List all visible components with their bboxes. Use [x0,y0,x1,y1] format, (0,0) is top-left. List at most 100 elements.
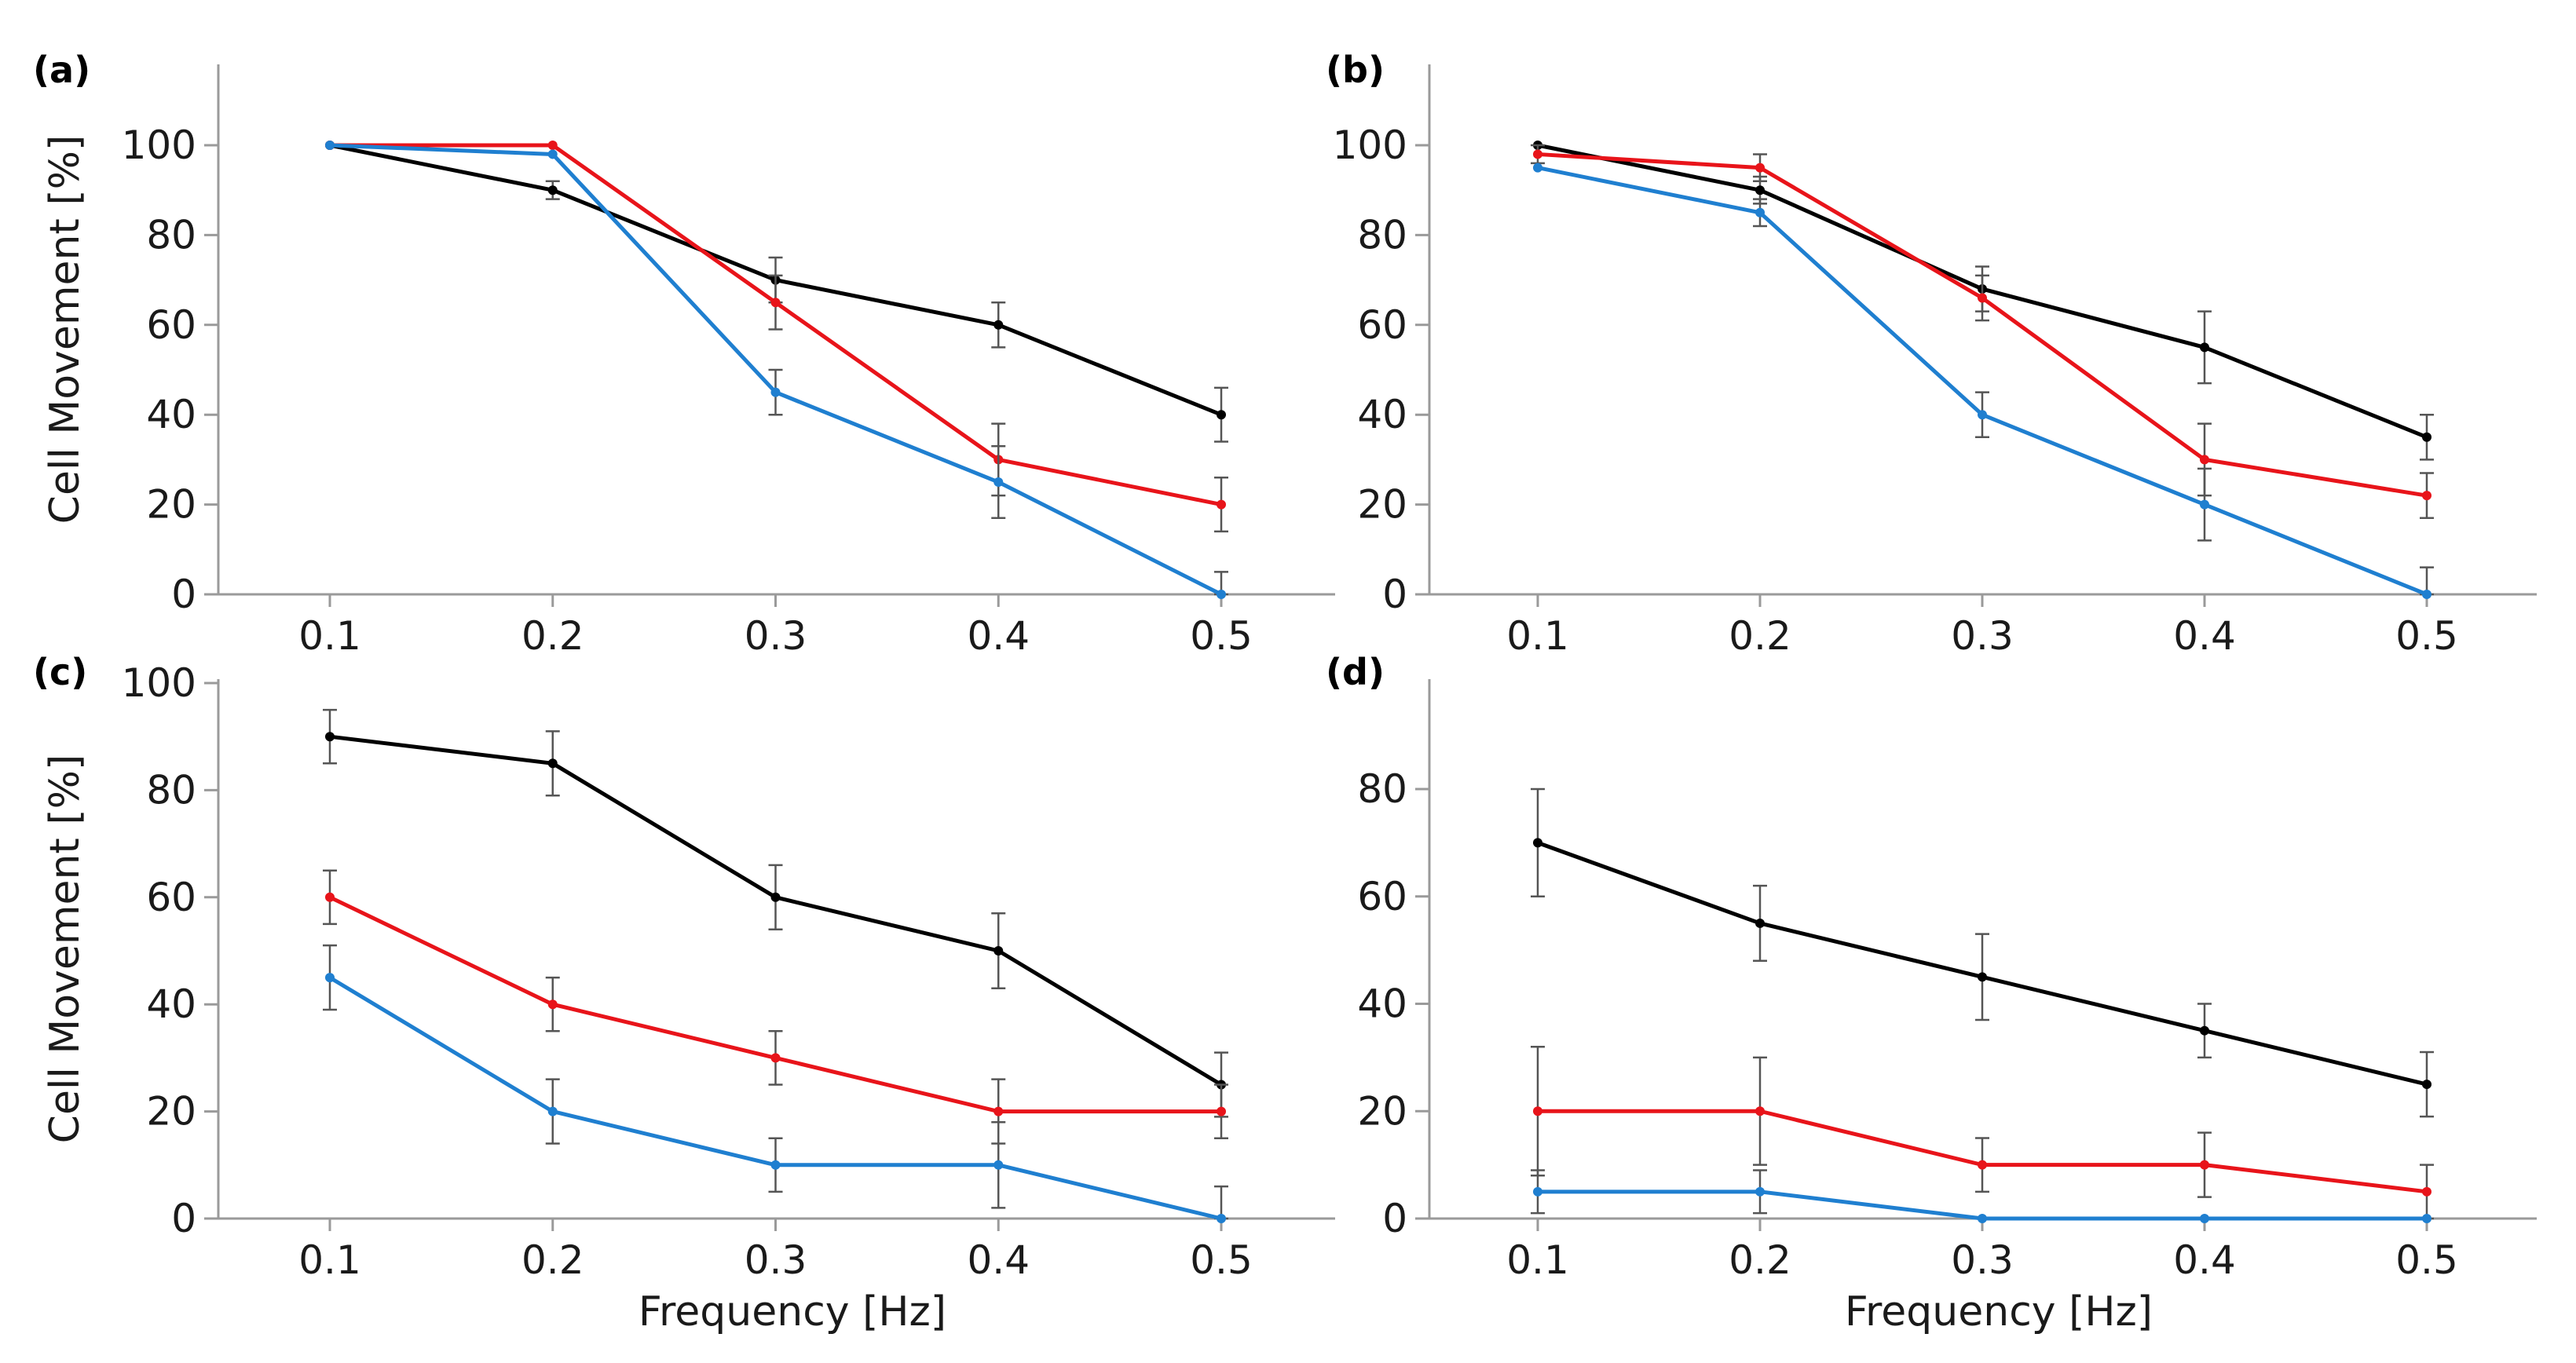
series-2 [325,141,1228,599]
data-point [1217,499,1226,510]
data-point [993,320,1004,330]
series-0 [323,708,1228,1118]
data-point [1978,1160,1987,1170]
y-tick-label: 80 [146,767,196,813]
data-point [325,141,335,150]
x-tick-label: 0.3 [745,613,807,659]
y-tick-label: 40 [146,981,196,1027]
y-tick-label: 0 [171,1196,196,1241]
y-tick-label: 60 [146,302,196,348]
x-tick-label: 0.2 [521,1237,584,1283]
data-point [2200,1160,2209,1170]
data-point [1533,1186,1542,1197]
data-point [1533,838,1542,848]
data-point [2422,1080,2431,1090]
panel-label: (c) [33,651,87,693]
data-point [2200,499,2209,510]
data-point [547,149,558,159]
data-point [325,732,335,742]
series-0 [1531,787,2434,1118]
x-tick-label: 0.5 [2395,1237,2458,1283]
y-tick-label: 40 [1357,392,1407,437]
data-point [2422,432,2431,442]
data-point [770,1160,781,1170]
x-axis-label: Frequency [Hz] [1845,1288,2153,1336]
panel-0: 0 20 40 60 80 100 0.1 0.2 0.3 0.4 0.5 (a) Cell Movem… [33,49,1335,659]
y-tick-label: 100 [122,660,196,706]
x-tick-label: 0.4 [967,1237,1030,1283]
series-2 [1531,1169,2431,1223]
data-point [547,1106,558,1116]
y-tick-label: 60 [1357,874,1407,919]
data-point [770,1053,781,1063]
panel-label: (d) [1326,651,1385,693]
y-tick-label: 40 [146,392,196,437]
data-point [2200,1025,2209,1036]
data-point [1217,590,1226,599]
data-point [1755,163,1765,173]
data-point [770,387,781,397]
data-point [993,946,1004,956]
data-point [1978,293,1987,303]
y-tick-label: 40 [1357,981,1407,1027]
y-tick-label: 100 [1333,122,1407,168]
x-tick-label: 0.4 [967,613,1030,659]
data-point [2200,1214,2209,1223]
y-tick-label: 60 [146,875,196,920]
data-point [1217,1214,1226,1223]
panel-2: 0 20 40 60 80 100 0.1 0.2 0.3 0.4 0.5 (c) Cell Movem… [33,651,1335,1336]
y-tick-label: 80 [1357,212,1407,258]
data-point [547,141,558,150]
data-point [1217,410,1226,420]
y-axis-label: Cell Movement [%] [42,135,89,524]
x-tick-label: 0.1 [1506,613,1569,659]
y-tick-label: 20 [146,1089,196,1135]
panel-label: (a) [33,49,90,91]
x-tick-label: 0.3 [1951,613,2014,659]
panel-3: 0 20 40 60 80 0.1 0.2 0.3 0.4 0.5 (d) Frequency [Hz… [1326,651,2537,1336]
y-tick-label: 80 [146,212,196,258]
data-point [2422,1186,2431,1197]
x-tick-label: 0.2 [1729,1237,1791,1283]
series-1 [323,869,1228,1145]
data-point [1533,149,1542,159]
series-1 [325,141,1228,533]
y-tick-label: 80 [1357,766,1407,812]
data-point [1217,1106,1226,1116]
y-tick-label: 20 [146,482,196,528]
data-point [2200,342,2209,353]
x-tick-label: 0.4 [2173,613,2236,659]
data-point [547,185,558,195]
series-line [1537,152,2428,498]
y-tick-label: 60 [1357,302,1407,348]
data-point [2200,455,2209,465]
x-tick-label: 0.2 [1729,613,1791,659]
y-tick-label: 20 [1357,482,1407,528]
data-point [325,892,335,902]
y-tick-label: 0 [1382,572,1407,617]
data-point [993,477,1004,487]
data-point [1755,1186,1765,1197]
data-point [1755,1106,1765,1116]
y-axis-label: Cell Movement [%] [42,755,89,1144]
y-tick-label: 20 [1357,1088,1407,1134]
series-2 [1533,163,2434,599]
x-tick-label: 0.5 [1190,613,1253,659]
data-point [1978,410,1987,420]
panel-label: (b) [1326,49,1385,91]
data-point [2422,590,2431,599]
data-point [547,758,558,769]
x-tick-label: 0.1 [298,1237,361,1283]
y-tick-label: 0 [171,572,196,617]
data-point [993,1106,1004,1116]
x-tick-label: 0.4 [2173,1237,2236,1283]
x-tick-label: 0.3 [745,1237,807,1283]
x-tick-label: 0.5 [2395,613,2458,659]
data-point [2422,1214,2431,1223]
data-point [770,892,781,902]
data-point [1533,163,1542,173]
x-tick-label: 0.1 [1506,1237,1569,1283]
series-1 [1531,144,2434,520]
data-point [1978,1214,1987,1223]
